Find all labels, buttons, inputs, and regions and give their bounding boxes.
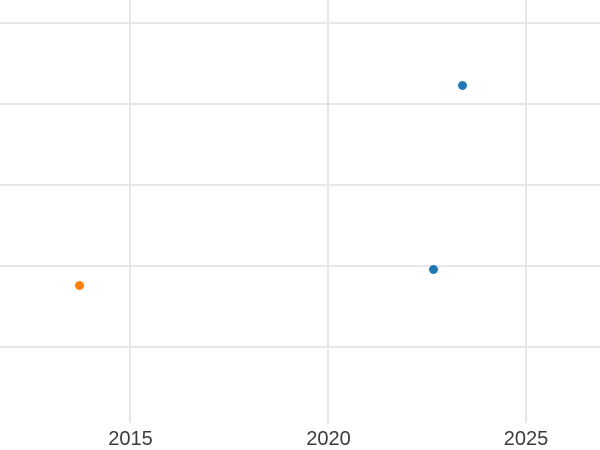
blue-series-point-1 [458,80,467,90]
blue-series-point-0 [428,265,438,274]
y-gridline-3 [0,265,600,267]
x-gridline-2 [525,0,527,423]
x-gridline-1 [326,0,329,423]
y-gridline-0 [0,22,600,24]
orange-series-point-0 [75,281,84,290]
y-gridline-4 [0,346,600,348]
x-tick-label-2: 2025 [503,428,549,450]
x-tick-label-1: 2020 [306,428,351,450]
x-gridline-0 [128,0,131,423]
x-tick-label-0: 2015 [108,428,153,450]
y-gridline-2 [0,184,600,186]
y-gridline-1 [0,103,600,105]
